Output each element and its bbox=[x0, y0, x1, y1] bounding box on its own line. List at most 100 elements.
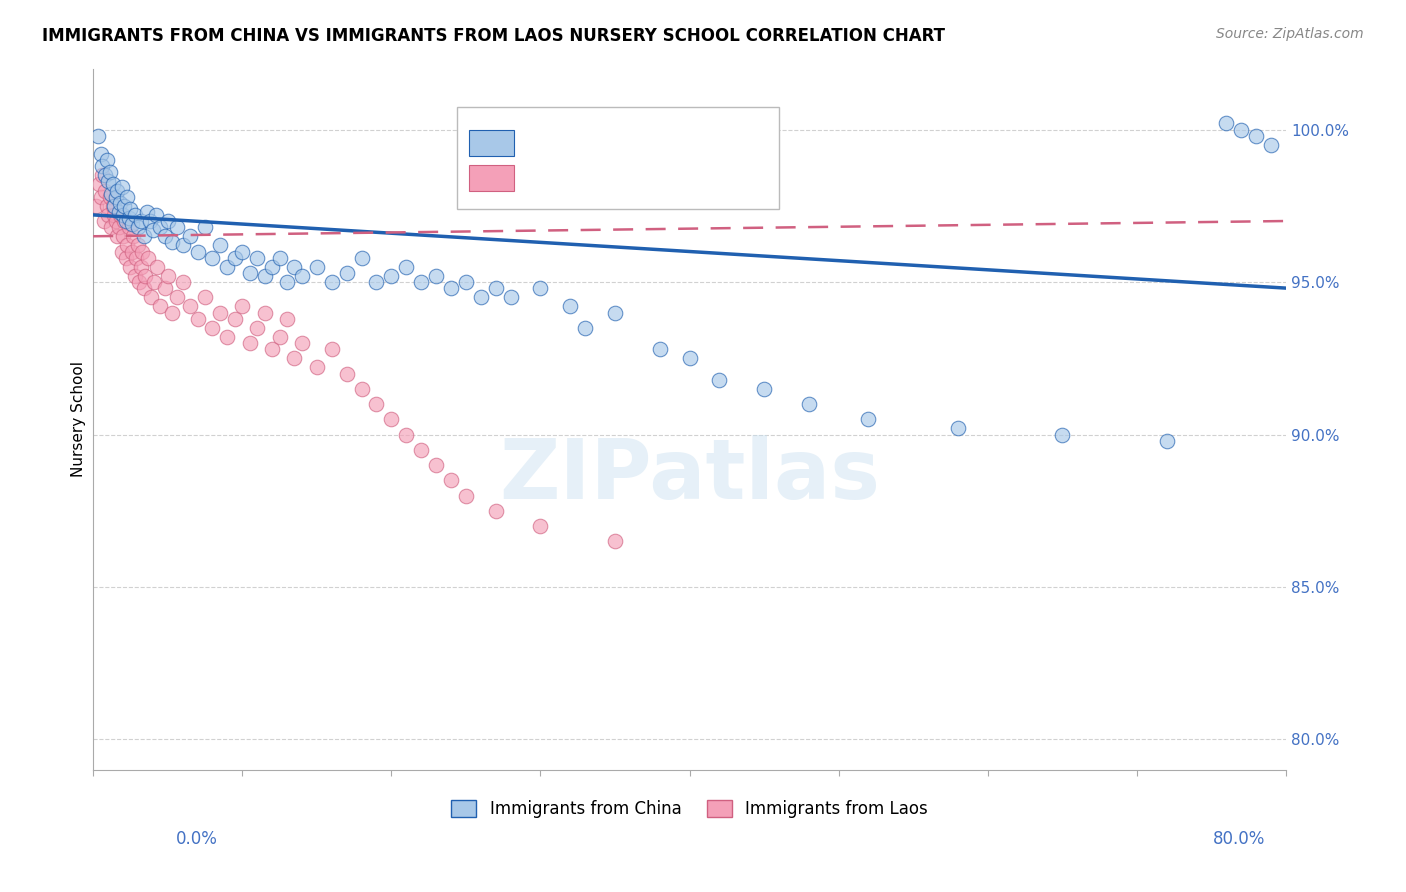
Point bbox=[94, 184, 117, 198]
Point bbox=[132, 281, 155, 295]
Point bbox=[107, 220, 129, 235]
Point bbox=[201, 251, 224, 265]
Point bbox=[603, 305, 626, 319]
Point bbox=[96, 153, 118, 167]
Point bbox=[90, 189, 112, 203]
Point bbox=[454, 489, 477, 503]
Point bbox=[366, 275, 388, 289]
Point bbox=[93, 214, 115, 228]
Point bbox=[160, 235, 183, 250]
Point bbox=[128, 275, 150, 289]
Text: IMMIGRANTS FROM CHINA VS IMMIGRANTS FROM LAOS NURSERY SCHOOL CORRELATION CHART: IMMIGRANTS FROM CHINA VS IMMIGRANTS FROM… bbox=[42, 27, 945, 45]
Point bbox=[239, 336, 262, 351]
Text: Source: ZipAtlas.com: Source: ZipAtlas.com bbox=[1216, 27, 1364, 41]
Point bbox=[276, 275, 298, 289]
Point bbox=[485, 504, 508, 518]
Point bbox=[454, 275, 477, 289]
Point bbox=[231, 244, 253, 259]
Point bbox=[291, 336, 314, 351]
Point bbox=[172, 238, 194, 252]
Point bbox=[291, 268, 314, 283]
Point bbox=[336, 367, 359, 381]
Point bbox=[149, 300, 172, 314]
Point bbox=[305, 360, 328, 375]
Point bbox=[117, 238, 139, 252]
Point bbox=[440, 473, 463, 487]
Point bbox=[179, 300, 201, 314]
Point bbox=[91, 168, 114, 182]
Point bbox=[560, 300, 582, 314]
Point bbox=[129, 214, 152, 228]
Point bbox=[187, 244, 209, 259]
Point bbox=[208, 305, 231, 319]
Point bbox=[91, 159, 114, 173]
Point bbox=[117, 189, 139, 203]
Point bbox=[141, 290, 163, 304]
Point bbox=[380, 268, 402, 283]
Point bbox=[86, 128, 108, 143]
Point bbox=[84, 199, 107, 213]
Point bbox=[103, 208, 125, 222]
Point bbox=[153, 229, 176, 244]
Text: 80.0%: 80.0% bbox=[1213, 830, 1265, 847]
Point bbox=[145, 208, 167, 222]
Point bbox=[179, 229, 201, 244]
Point bbox=[305, 260, 328, 274]
Point bbox=[1230, 122, 1253, 136]
Point bbox=[132, 229, 155, 244]
Point bbox=[239, 266, 262, 280]
Point bbox=[108, 208, 131, 222]
Point bbox=[276, 311, 298, 326]
Point bbox=[122, 229, 145, 244]
Point bbox=[149, 220, 172, 235]
Point bbox=[120, 202, 142, 216]
Point bbox=[98, 165, 121, 179]
Point bbox=[797, 397, 820, 411]
Point bbox=[411, 442, 433, 457]
FancyBboxPatch shape bbox=[470, 129, 515, 156]
Point bbox=[380, 412, 402, 426]
Point bbox=[143, 275, 166, 289]
Point bbox=[499, 290, 522, 304]
Point bbox=[262, 342, 284, 356]
Point bbox=[127, 238, 149, 252]
Point bbox=[105, 229, 128, 244]
Point bbox=[283, 351, 305, 366]
Point bbox=[336, 266, 359, 280]
Point bbox=[194, 290, 217, 304]
Point bbox=[125, 251, 148, 265]
Point bbox=[858, 412, 880, 426]
Point bbox=[440, 281, 463, 295]
Point bbox=[395, 260, 418, 274]
Point bbox=[321, 342, 343, 356]
Point bbox=[172, 275, 194, 289]
Text: R = -0.256   N = 83: R = -0.256 N = 83 bbox=[523, 136, 672, 151]
FancyBboxPatch shape bbox=[457, 107, 779, 209]
Point bbox=[146, 260, 169, 274]
Point bbox=[194, 220, 217, 235]
Point bbox=[246, 320, 269, 334]
Point bbox=[124, 208, 146, 222]
Y-axis label: Nursery School: Nursery School bbox=[72, 361, 86, 477]
Point bbox=[104, 214, 127, 228]
Point bbox=[142, 223, 165, 237]
Point bbox=[156, 268, 179, 283]
Point bbox=[231, 300, 253, 314]
Point bbox=[97, 208, 120, 222]
Point bbox=[1156, 434, 1178, 448]
Point bbox=[425, 268, 447, 283]
Point bbox=[529, 281, 551, 295]
Point bbox=[678, 351, 700, 366]
Point bbox=[166, 290, 188, 304]
Point bbox=[1260, 137, 1282, 152]
Point bbox=[131, 244, 153, 259]
Point bbox=[121, 244, 143, 259]
Point bbox=[160, 305, 183, 319]
Point bbox=[118, 211, 141, 225]
Point bbox=[100, 220, 122, 235]
Point bbox=[485, 281, 508, 295]
Point bbox=[366, 397, 388, 411]
Point bbox=[411, 275, 433, 289]
Point bbox=[124, 268, 146, 283]
Point bbox=[100, 186, 122, 201]
